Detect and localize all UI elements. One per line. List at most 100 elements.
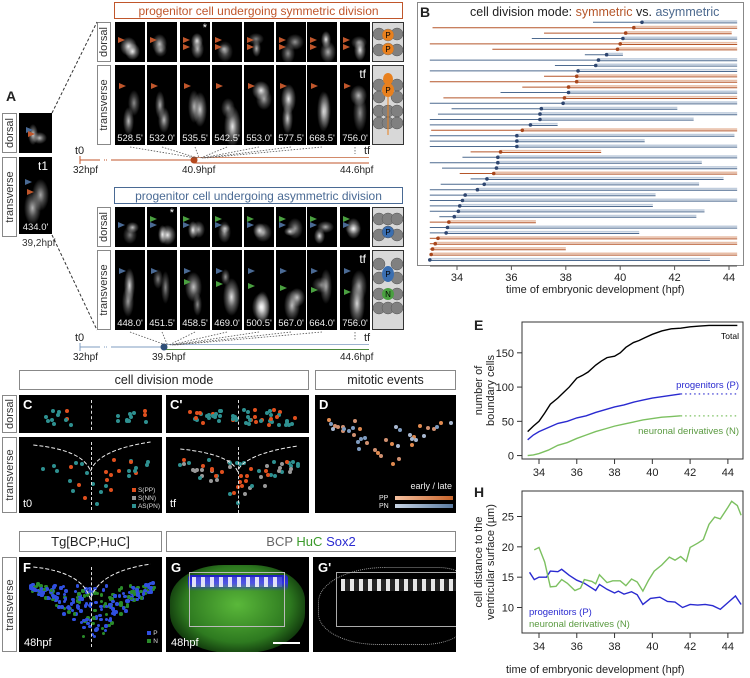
cell-point [29,585,34,589]
panel-f-legend: P N [147,630,158,646]
dorsal-frame [180,207,210,247]
cell-point [62,592,67,597]
cell-signal [123,225,137,245]
cell-point [121,591,126,596]
cell-point [128,414,133,419]
panel-c-legend: S(PP) S(NN) AS(PN) [131,487,160,511]
cell-point [220,470,225,475]
cell-point [146,582,151,587]
cell-signal [287,217,304,240]
arrowhead [183,37,190,43]
x-tick-label: 44 [722,641,734,653]
cell-point [56,591,60,596]
cell-point [195,411,200,416]
cell-point [91,621,95,626]
cell-point [128,584,133,588]
cell-point [288,467,293,472]
cell-point [139,596,143,600]
cell-point [204,413,209,418]
cell-point [213,412,218,417]
cell-point [110,611,115,616]
cell-point [82,625,86,630]
cell-point [287,423,292,428]
row-label-dorsal: dorsal [97,207,111,247]
cell-point [266,422,271,427]
cell-point [143,585,148,590]
frame-pointer [194,146,200,159]
tf-marker: tf [359,252,366,266]
cell-point [77,600,82,604]
legend-label: AS(PN) [137,503,160,510]
cell-point [125,599,129,603]
arrowhead [150,222,157,228]
arrowhead [279,222,286,228]
header-stain: BCP HuC Sox2 [166,531,456,552]
cell-point [133,466,138,471]
zoom-box [189,572,285,627]
frame-time: 567.0' [278,318,304,329]
arrowhead-orange [28,131,35,137]
header-mitotic-events: mitotic events [315,370,456,390]
cell-point [135,597,139,602]
ventricle-outline [180,445,298,473]
arrowhead-green [344,289,351,295]
arrowhead-orange [27,189,34,195]
cell-point [144,583,148,587]
cell-point [96,623,101,628]
cell-point [358,426,363,431]
series-label: Total [721,331,739,341]
series-label: progenitors (P) [676,380,739,391]
division-point [457,204,462,208]
frame-pointer [161,146,198,159]
cell-point [111,592,115,597]
panel-f-image: F 48hpf P N [19,557,162,652]
cell-point [359,437,364,442]
frame-time: 458.5' [182,318,208,329]
cell-point [34,584,39,589]
midline [90,442,92,510]
dorsal-frame: * [147,207,177,247]
panel-label-g: G [171,560,182,575]
cell-point [194,417,199,422]
cell-signal [153,269,163,289]
arrowhead-green [311,287,318,293]
cell-point [201,420,206,425]
cell-point [57,605,61,609]
cell-point [248,418,253,423]
transverse-frame: 756.0' tf [340,250,370,330]
division-point [632,25,636,30]
cell-point [237,461,242,466]
cell-point [193,416,198,421]
plot-frame [521,321,744,460]
cell-point [104,478,109,483]
division-point [496,155,500,160]
cell-point [62,612,66,616]
x-tick-label: 44 [723,272,735,284]
cell-point [108,488,113,493]
cell-point [397,457,402,462]
legend-label: S(PP) [137,487,156,494]
cell-point [199,473,204,478]
cell-point [410,442,415,447]
panel-g-image: G 48hpf [166,557,309,652]
cell-signal [319,40,337,62]
division-asterisk: * [202,22,207,34]
cell-point [80,597,85,602]
cell-point [55,468,60,473]
cell-point [198,410,203,415]
cell-point [37,592,41,596]
schematic-cell-p: P [385,228,390,237]
cell-point [253,419,258,424]
cell-point [245,410,250,415]
frame-pointer [203,146,292,159]
division-point [515,139,519,143]
cell-point [258,475,263,480]
frame-pointer [171,331,260,346]
x-tick-label: 40 [646,467,658,479]
cell-point [290,422,295,427]
cell-point [411,434,416,439]
cell-point [39,584,43,588]
frame-pointer [201,146,260,159]
transverse-frame: 577.5' [276,65,306,145]
legend-label-pp: PP [379,495,389,502]
